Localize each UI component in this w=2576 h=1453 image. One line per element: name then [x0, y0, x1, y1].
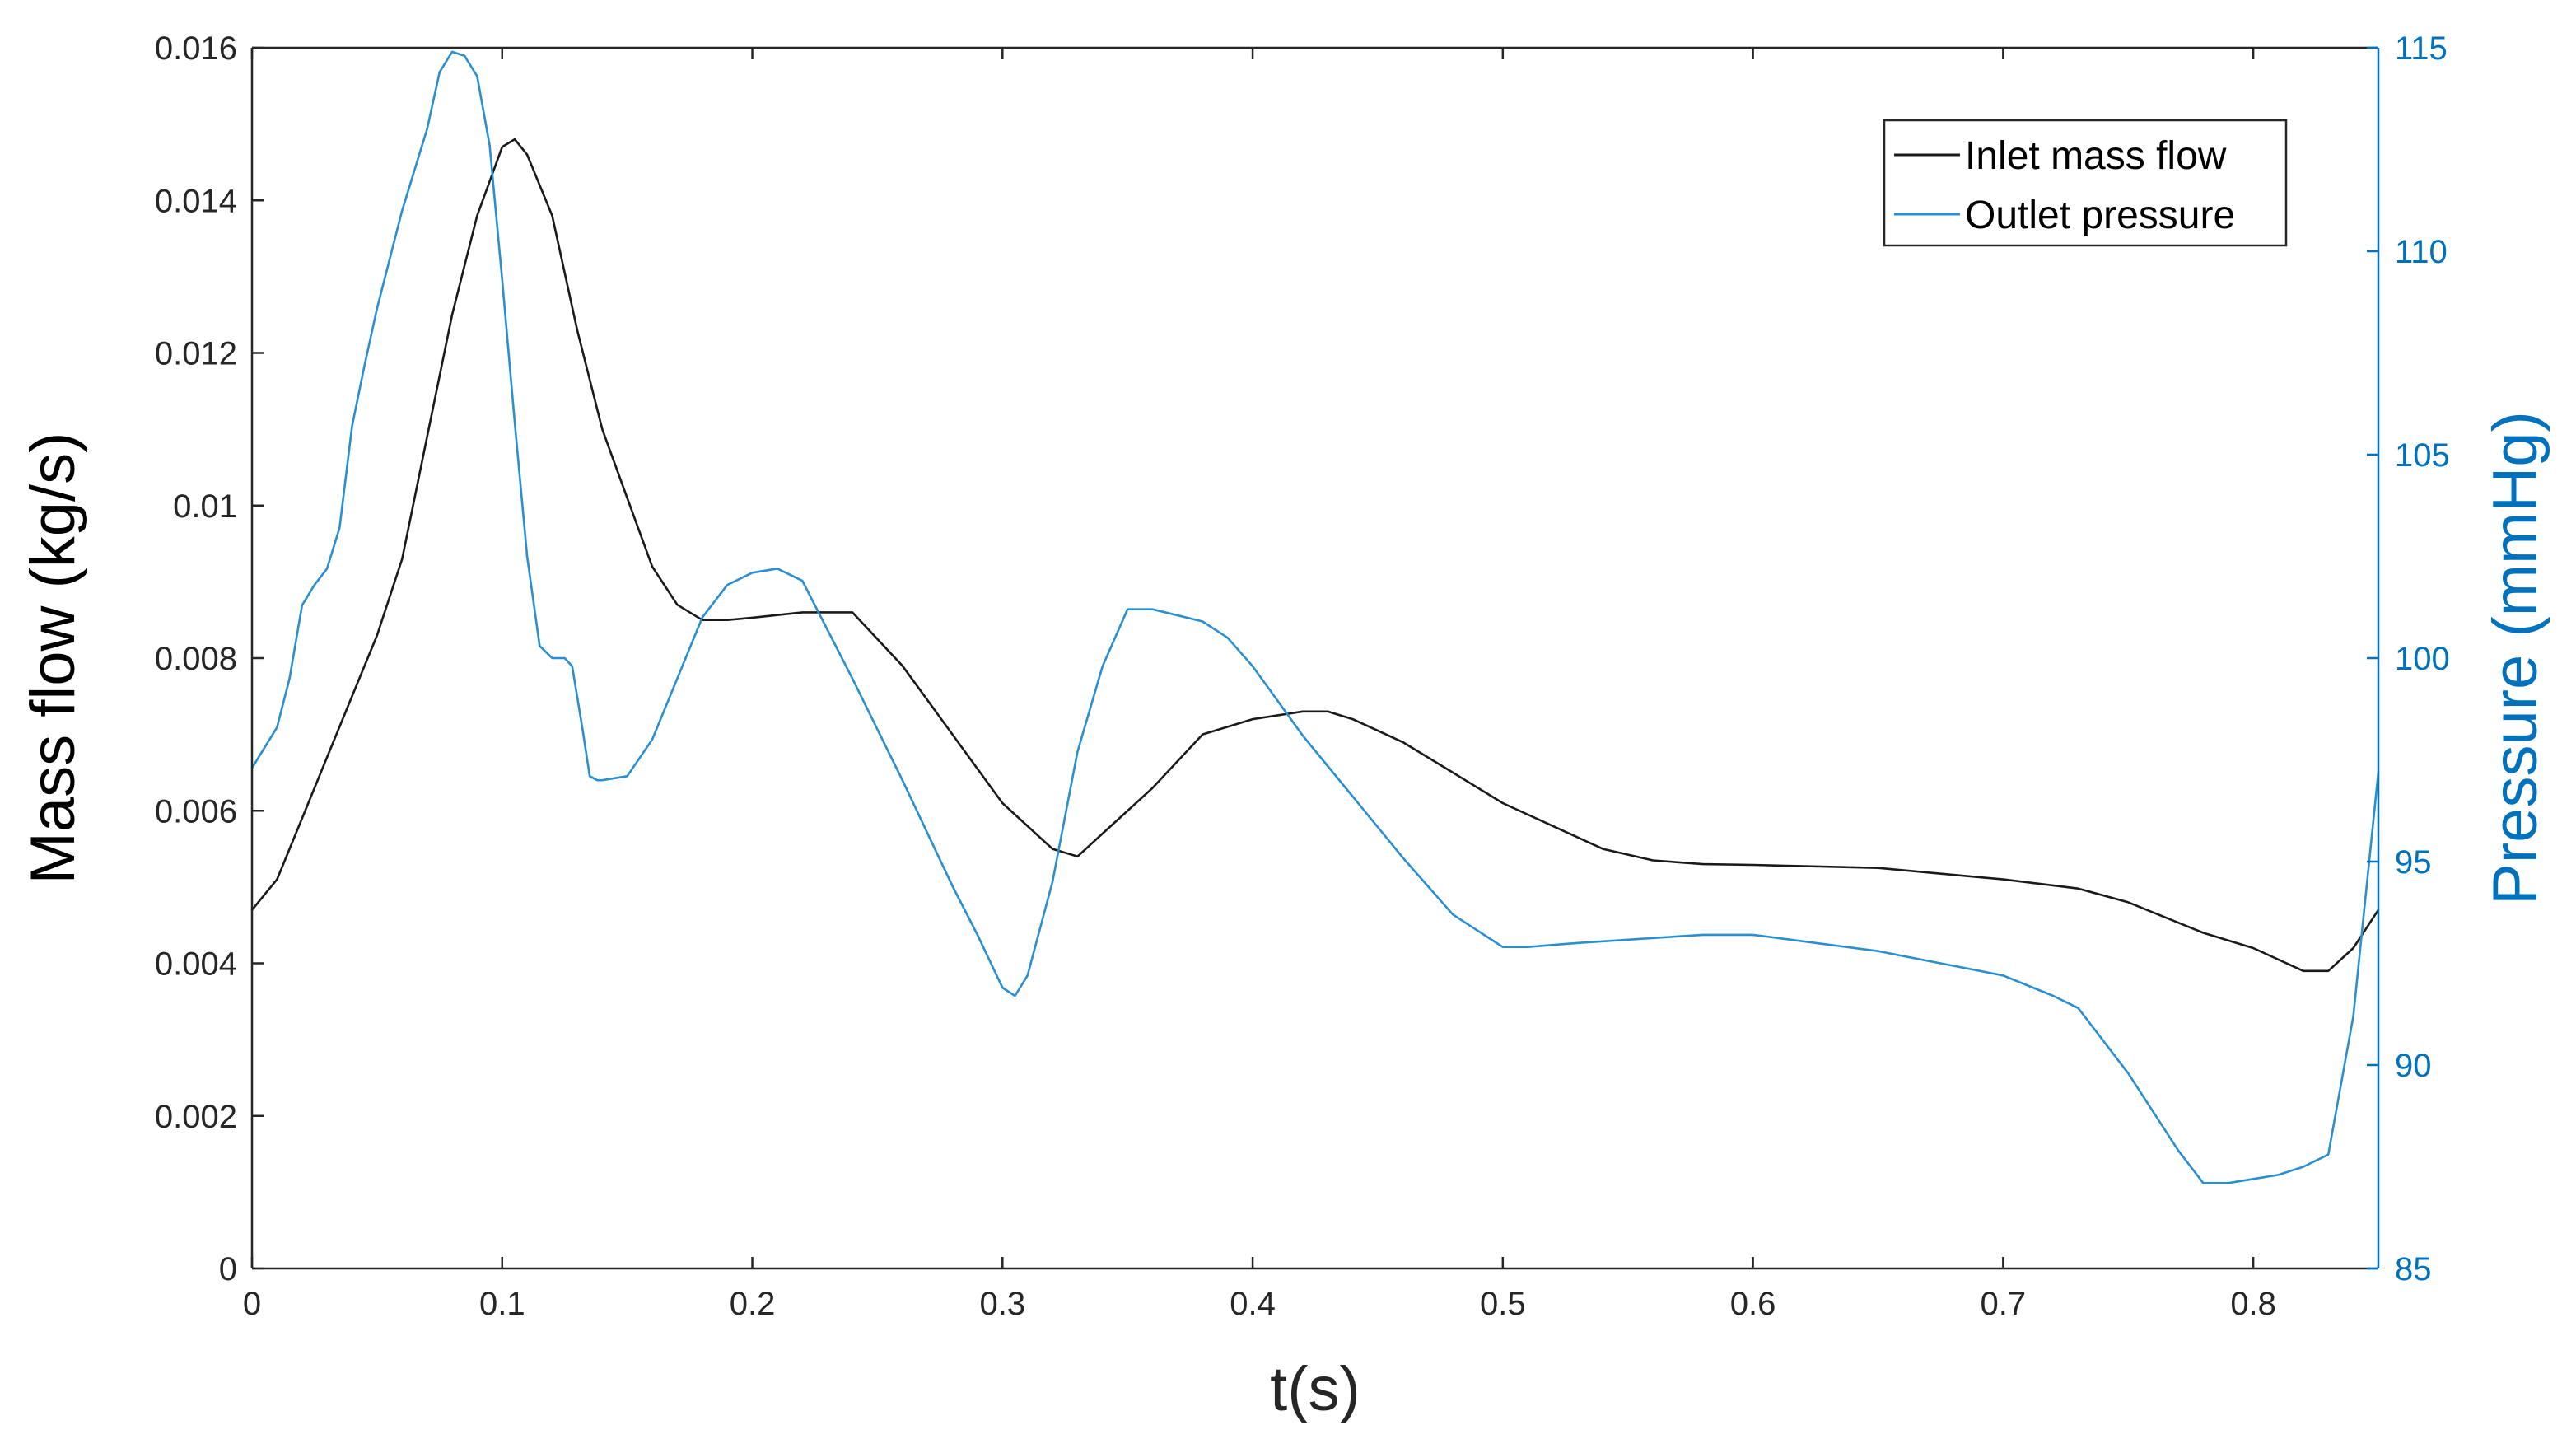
y-axis-right-title: Pressure (mmHg)	[2480, 411, 2550, 905]
x-ticks-group: 0 0.1 0.2 0.3 0.4 0.5 0.6 0.7 0.8	[243, 48, 2276, 1322]
y-left-ticks-group: 0 0.002 0.004 0.006 0.008 0.01 0.012 0.014 0.016	[155, 30, 264, 1287]
x-tick-label: 0.3	[979, 1286, 1025, 1322]
x-axis-title: t(s)	[1270, 1354, 1360, 1424]
x-tick-label: 0.4	[1230, 1286, 1276, 1322]
y-right-tick-label: 95	[2395, 844, 2432, 881]
y-left-tick-label: 0.004	[155, 946, 237, 983]
y-right-tick-label: 85	[2395, 1251, 2432, 1287]
y-left-tick-label: 0	[219, 1251, 237, 1287]
y-left-tick-label: 0.016	[155, 30, 237, 67]
legend-label-inlet: Inlet mass flow	[1965, 134, 2227, 178]
y-left-tick-label: 0.012	[155, 336, 237, 372]
y-left-tick-label: 0.002	[155, 1099, 237, 1135]
series-line-outlet-pressure	[250, 50, 2380, 1184]
y-right-tick-label: 90	[2395, 1048, 2432, 1084]
y-right-tick-label: 105	[2395, 437, 2450, 474]
y-left-tick-label: 0.006	[155, 793, 237, 829]
x-tick-label: 0.7	[1981, 1286, 2027, 1322]
x-tick-label: 0.5	[1480, 1286, 1526, 1322]
y-left-tick-label: 0.008	[155, 641, 237, 677]
y-right-tick-label: 100	[2395, 641, 2450, 677]
series-line-inlet-mass-flow	[250, 138, 2380, 973]
y-right-ticks-group: 85 90 95 100 105 110 115	[2367, 30, 2450, 1287]
x-tick-label: 0.2	[730, 1286, 776, 1322]
x-tick-label: 0.1	[479, 1286, 525, 1322]
x-tick-label: 0	[243, 1286, 261, 1322]
y-right-tick-label: 115	[2395, 30, 2448, 67]
y-axis-left-title: Mass flow (kg/s)	[18, 432, 88, 885]
legend: Inlet mass flow Outlet pressure	[1883, 119, 2288, 247]
y-left-tick-label: 0.01	[173, 488, 237, 525]
legend-label-outlet: Outlet pressure	[1965, 194, 2235, 237]
y-right-tick-label: 110	[2395, 234, 2448, 270]
x-tick-label: 0.8	[2230, 1286, 2276, 1322]
y-left-tick-label: 0.014	[155, 183, 237, 219]
plot-series-group	[250, 50, 2380, 1184]
x-tick-label: 0.6	[1730, 1286, 1776, 1322]
legend-box	[1883, 119, 2288, 247]
